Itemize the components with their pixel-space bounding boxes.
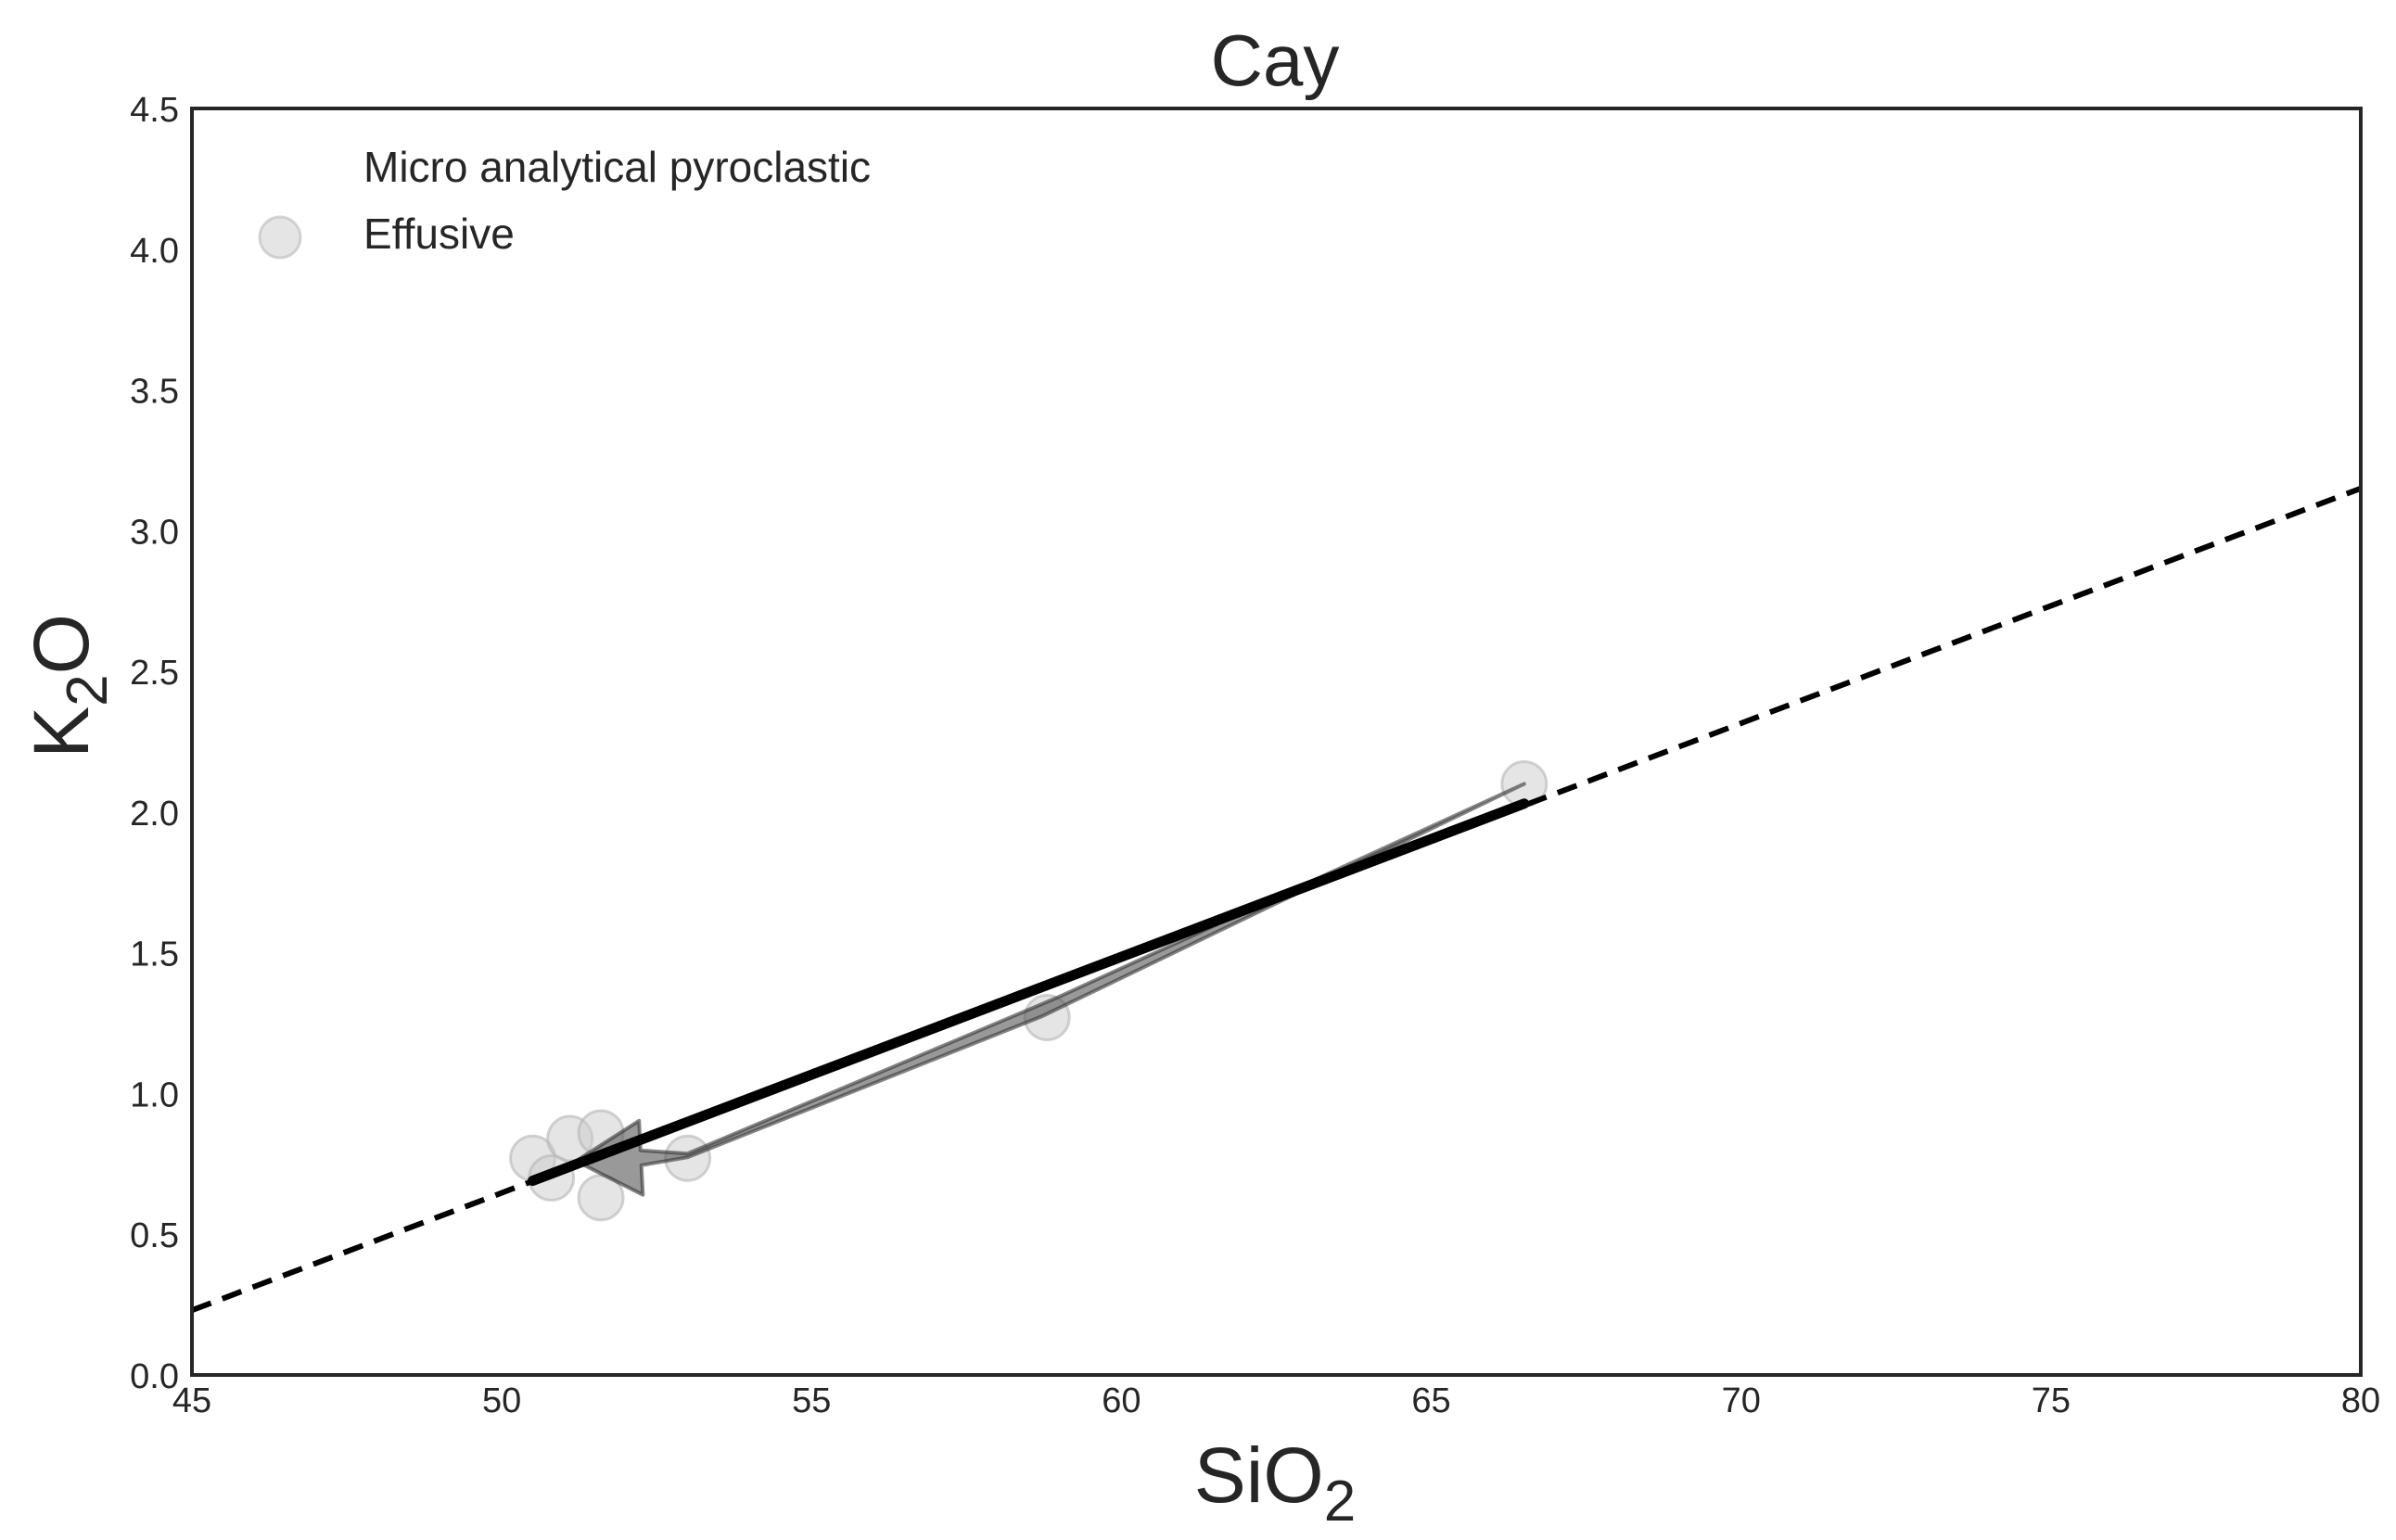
y-axis-label-main: K [18,706,105,758]
y-tick-label: 1.0 [130,1075,179,1114]
y-axis-label-tail: O [18,614,105,674]
legend: Micro analytical pyroclastic Effusive [258,143,871,260]
plot-area [192,485,2361,1313]
x-tick-label: 55 [792,1381,831,1420]
y-tick-label: 3.0 [130,513,179,552]
y-tick-label: 0.5 [130,1216,179,1255]
y-axis-label: K2O [18,614,120,758]
dashed-trend-line [192,485,2361,1313]
y-axis-ticks: 0.0 0.5 1.0 1.5 2.0 2.5 3.0 3.5 4.0 4.5 [130,91,179,1396]
y-tick-label: 1.5 [130,935,179,974]
y-axis-label-subscript: 2 [56,674,120,706]
x-tick-label: 60 [1102,1381,1141,1420]
legend-label-effusive: Effusive [363,210,515,258]
y-tick-label: 4.0 [130,232,179,271]
solid-trend-line [528,798,1530,1187]
y-tick-label: 4.5 [130,91,179,130]
y-tick-label: 3.5 [130,373,179,412]
x-axis-label-main: SiO [1194,1432,1324,1519]
x-tick-label: 65 [1411,1381,1450,1420]
x-tick-label: 75 [2032,1381,2071,1420]
y-tick-label: 2.5 [130,654,179,693]
legend-marker-effusive [258,215,302,260]
x-axis-ticks: 45 50 55 60 65 70 75 80 [172,1381,2380,1420]
legend-label-pyroclastic: Micro analytical pyroclastic [363,143,871,191]
y-tick-label: 0.0 [130,1357,179,1396]
x-tick-label: 80 [2341,1381,2380,1420]
x-axis-label-subscript: 2 [1324,1470,1356,1534]
x-tick-label: 70 [1722,1381,1761,1420]
y-tick-label: 2.0 [130,795,179,834]
chart-title: Cay [1211,19,1340,101]
x-tick-label: 45 [172,1381,211,1420]
x-axis-label: SiO2 [1194,1432,1357,1534]
x-tick-label: 50 [482,1381,521,1420]
plot-frame [190,107,2363,1377]
